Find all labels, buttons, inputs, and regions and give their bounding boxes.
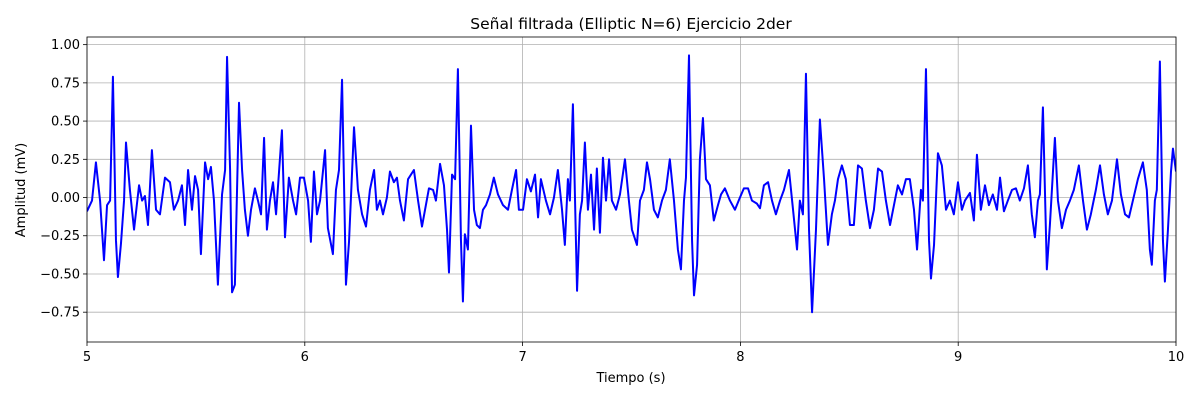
y-tick-label: −0.50 [40, 267, 80, 282]
x-tick-label: 9 [954, 350, 962, 365]
plot-frame [86, 36, 1177, 343]
y-tick-label: 0.75 [51, 76, 80, 91]
x-axis-label: Tiempo (s) [595, 371, 665, 386]
x-tick-label: 6 [301, 350, 309, 365]
x-tick-label: 8 [736, 350, 744, 365]
signal-line [87, 54, 1176, 314]
y-axis-label: Amplitud (mV) [14, 143, 29, 237]
x-tick-label: 5 [83, 350, 91, 365]
chart-title: Señal filtrada (Elliptic N=6) Ejercicio … [470, 15, 792, 33]
y-tick-label: 1.00 [51, 38, 80, 53]
y-tick-label: −0.25 [40, 229, 80, 244]
y-tick-label: 0.50 [51, 115, 80, 130]
y-tick-label: 0.25 [51, 153, 80, 168]
x-tick-label: 7 [518, 350, 526, 365]
y-tick-label: 0.00 [51, 191, 80, 206]
plot-area [87, 54, 1176, 314]
axes: 5 6 7 8 9 10 −0.75 −0.50 −0.25 0.00 0.25 0.50 0.75 1.… [40, 38, 1184, 365]
x-tick-label: 10 [1168, 350, 1185, 365]
y-tick-label: −0.75 [40, 306, 80, 321]
